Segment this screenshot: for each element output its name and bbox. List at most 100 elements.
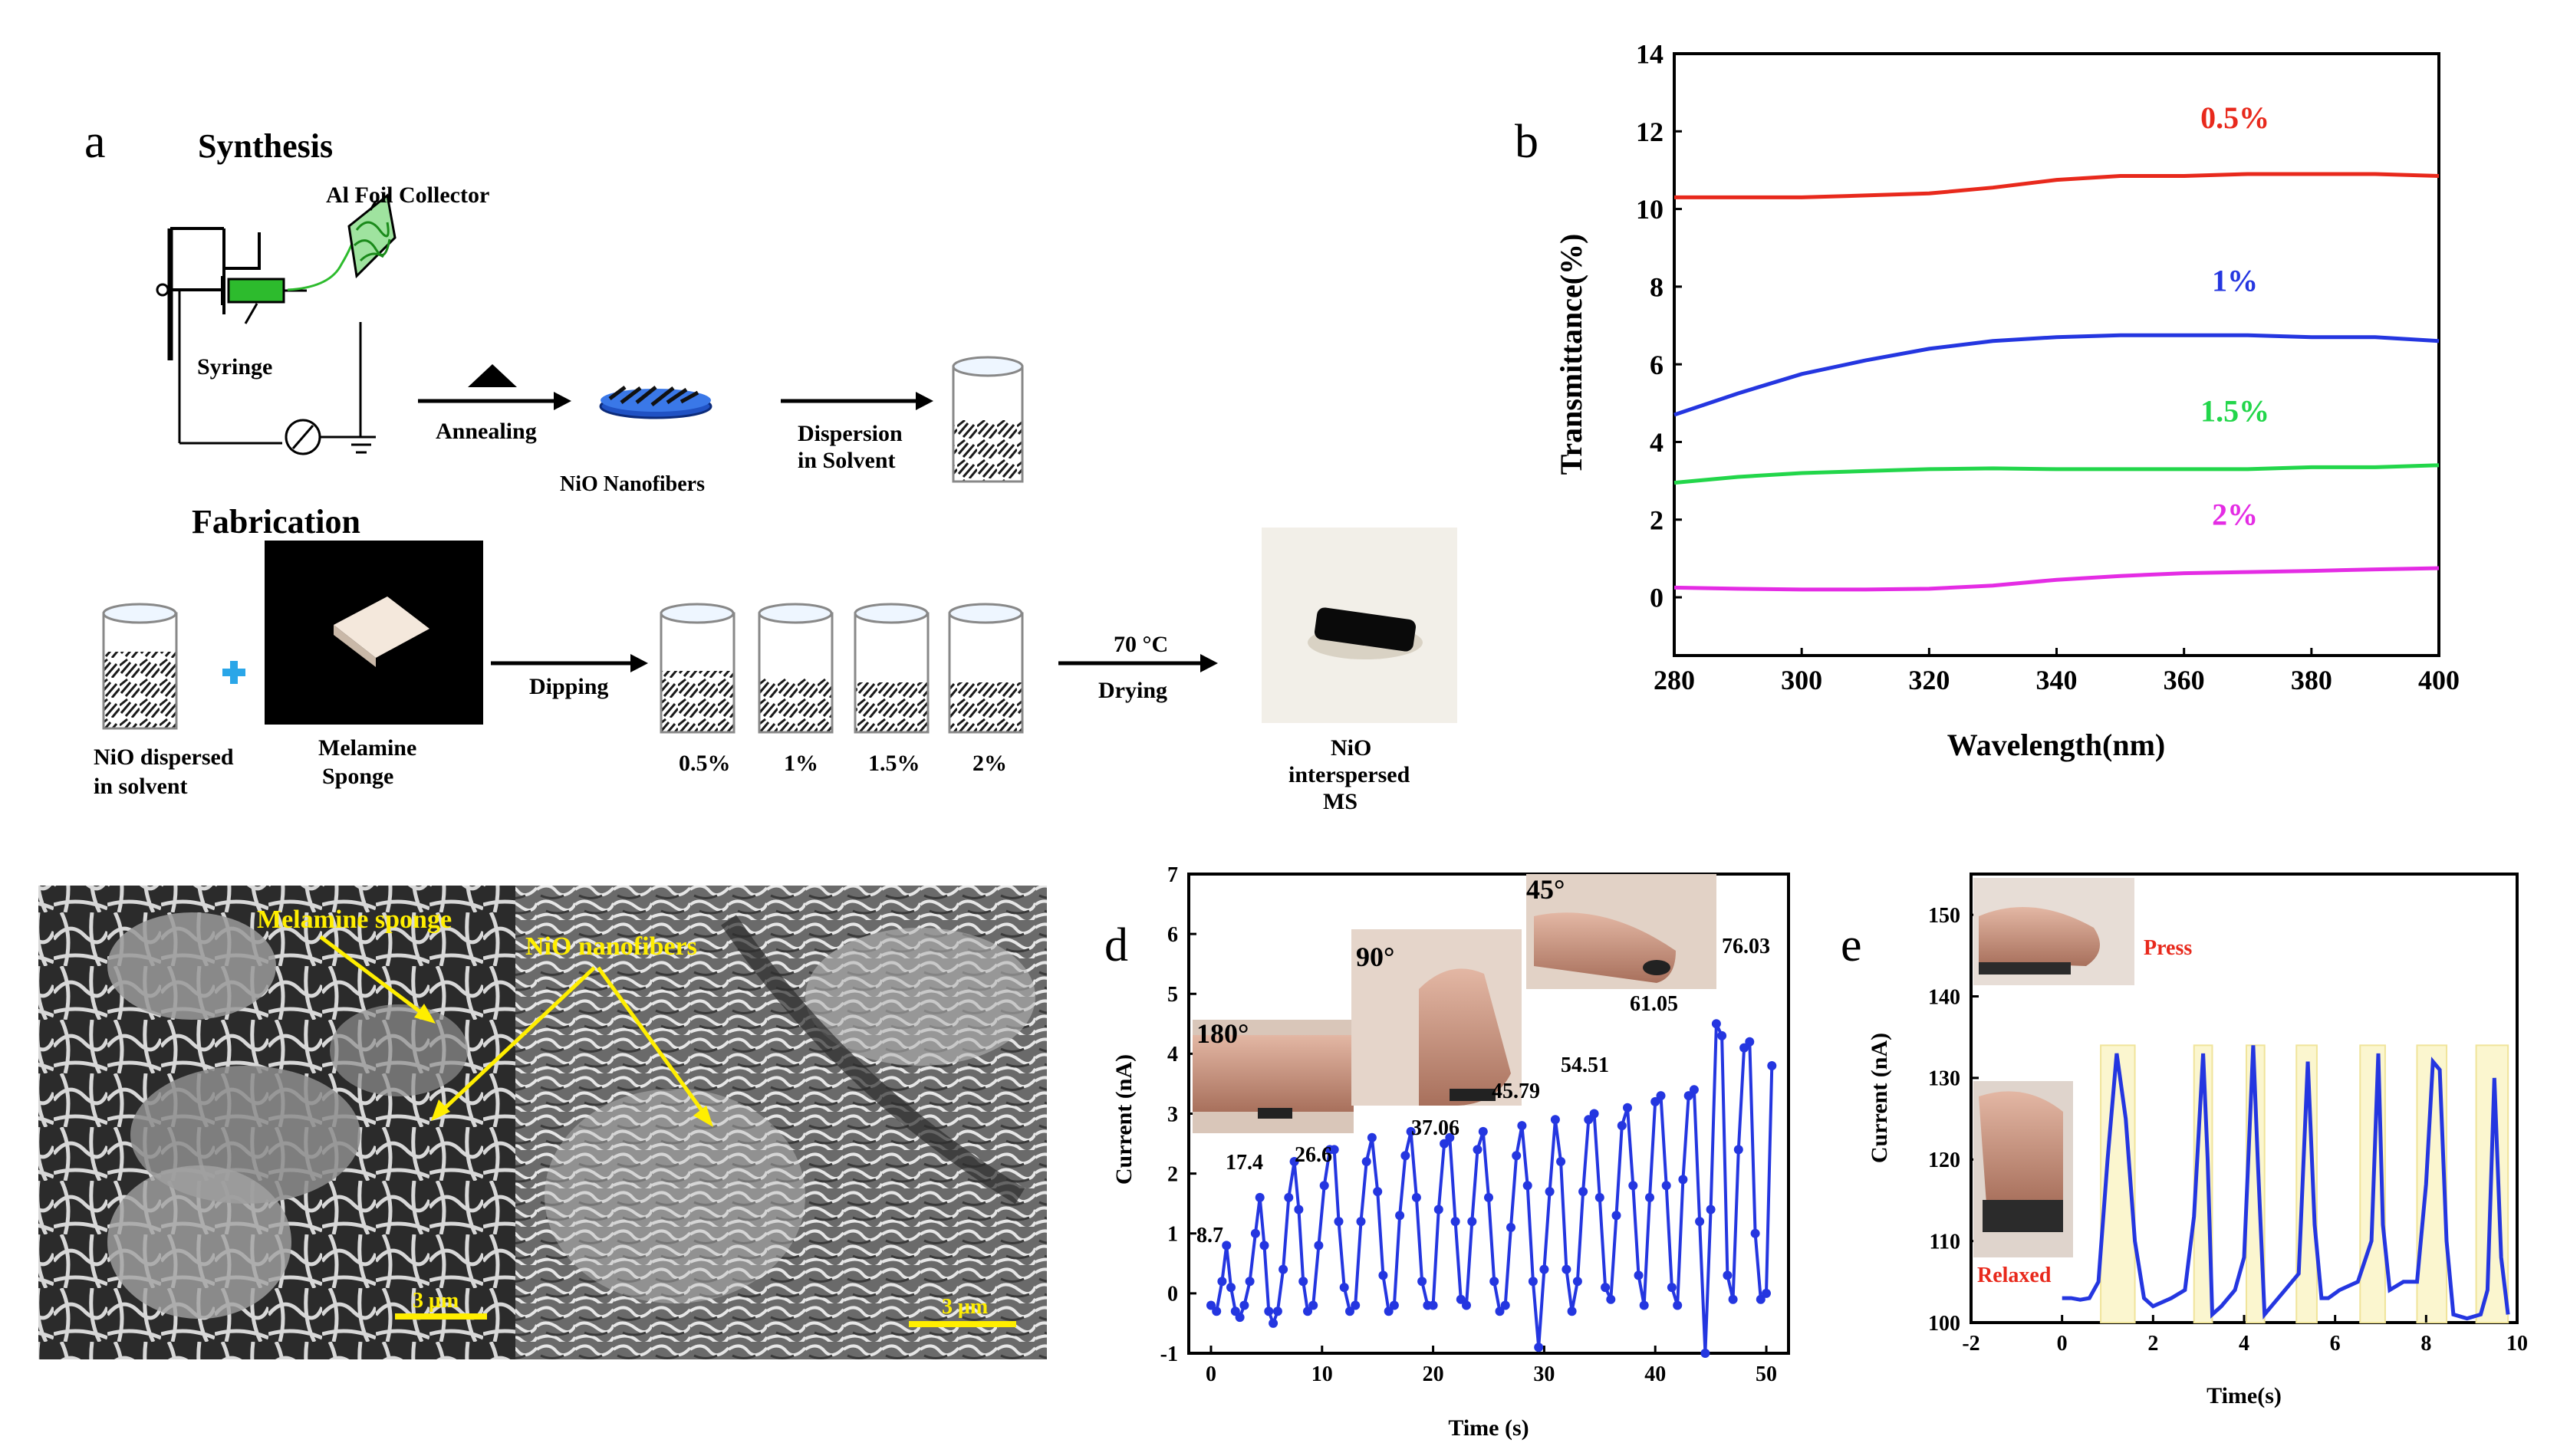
panel-d-point bbox=[1756, 1294, 1766, 1304]
panel-d-point bbox=[1489, 1277, 1499, 1287]
panel-e-xlabel: Time(s) bbox=[2207, 1383, 2282, 1408]
panel-d-point bbox=[1298, 1277, 1308, 1287]
concentration-label: 2% bbox=[972, 751, 1007, 776]
panel-d-point bbox=[1545, 1187, 1555, 1197]
panel-d-x-tick-label: 0 bbox=[1206, 1362, 1216, 1386]
panel-d-point bbox=[1351, 1300, 1361, 1310]
panel-d-point bbox=[1495, 1306, 1505, 1316]
product-label-1: NiO bbox=[1331, 735, 1371, 761]
panel-d-point bbox=[1645, 1192, 1654, 1202]
panel-d-point bbox=[1639, 1300, 1649, 1310]
panel-e: e -2 0 2 4 6 8 10 100 110 120 130 140 150 Press Rela… bbox=[1841, 873, 2528, 1408]
plus-icon bbox=[222, 661, 245, 684]
panel-d-axes: 0 10 20 30 40 50 -1 0 1 2 3 4 5 6 7 bbox=[1160, 863, 1777, 1386]
panel-d-point bbox=[1733, 1145, 1743, 1155]
panel-d-point bbox=[1445, 1132, 1455, 1142]
panel-d-point bbox=[1467, 1217, 1477, 1227]
panel-d-point bbox=[1367, 1132, 1377, 1142]
heat-triangle-icon bbox=[468, 364, 517, 387]
panel-d-point bbox=[1661, 1181, 1671, 1191]
relaxed-label: Relaxed bbox=[1977, 1264, 2052, 1287]
panel-d-point bbox=[1562, 1264, 1571, 1274]
panel-b-ylabel: Transmittance(%) bbox=[1554, 234, 1588, 475]
panel-d-point bbox=[1428, 1300, 1438, 1310]
panel-d-point bbox=[1284, 1192, 1294, 1202]
panel-b-y-tick-label: 0 bbox=[1650, 583, 1664, 613]
panel-b-label: b bbox=[1515, 116, 1538, 168]
panel-b-y-tick-label: 14 bbox=[1636, 39, 1664, 70]
panel-d-point bbox=[1433, 1205, 1443, 1214]
panel-e-ylabel: Current (nA) bbox=[1867, 1033, 1892, 1163]
panel-e-x-tick-label: 10 bbox=[2506, 1332, 2528, 1356]
panel-d-point bbox=[1308, 1300, 1318, 1310]
panel-d-y-tick-label: 6 bbox=[1167, 923, 1178, 947]
panel-d-y-tick-label: 3 bbox=[1167, 1103, 1178, 1126]
panel-b-series-label: 2% bbox=[2212, 498, 2258, 532]
panel-d-point bbox=[1484, 1192, 1493, 1202]
panel-d-x-tick-label: 40 bbox=[1644, 1362, 1666, 1386]
panel-d-point bbox=[1235, 1313, 1245, 1323]
panel-d-point bbox=[1417, 1277, 1427, 1287]
panel-d-point bbox=[1217, 1277, 1227, 1287]
panel-b-y-tick-label: 4 bbox=[1650, 427, 1664, 458]
panel-d-point bbox=[1378, 1270, 1388, 1280]
syringe-icon bbox=[221, 229, 358, 324]
panel-d-point bbox=[1400, 1151, 1410, 1161]
panel-b-y-tick-label: 12 bbox=[1636, 117, 1664, 147]
panel-d-point bbox=[1440, 1139, 1450, 1149]
panel-d-point bbox=[1528, 1277, 1538, 1287]
panel-d-point bbox=[1594, 1192, 1604, 1202]
photo-label-180: 180° bbox=[1196, 1018, 1249, 1049]
panel-d-point bbox=[1700, 1349, 1710, 1358]
panel-e-y-tick-label: 130 bbox=[1928, 1067, 1960, 1091]
panel-d: d 0 10 20 30 40 50 -1 0 1 2 3 4 5 6 7 180° 90° 45° 8.7… bbox=[1104, 863, 1790, 1441]
peak-label: 37.06 bbox=[1411, 1116, 1459, 1140]
panel-b-y-tick-label: 8 bbox=[1650, 271, 1664, 302]
beaker-icon bbox=[102, 603, 178, 730]
panel-d-point bbox=[1539, 1264, 1549, 1274]
panel-d-point bbox=[1512, 1151, 1522, 1161]
panel-b-x-tick-label: 400 bbox=[2418, 665, 2460, 695]
peak-label: 61.05 bbox=[1630, 992, 1678, 1016]
panel-d-x-tick-label: 30 bbox=[1533, 1362, 1555, 1386]
panel-d-point bbox=[1339, 1283, 1349, 1293]
panel-d-point bbox=[1723, 1270, 1733, 1280]
panel-e-x-tick-label: 6 bbox=[2330, 1332, 2341, 1356]
panel-d-point bbox=[1589, 1109, 1599, 1119]
panel-a-label: a bbox=[84, 116, 106, 168]
panel-d-point bbox=[1695, 1217, 1705, 1227]
panel-b-y-tick-label: 2 bbox=[1650, 505, 1664, 535]
annealing-label: Annealing bbox=[436, 419, 537, 444]
panel-d-point bbox=[1750, 1228, 1760, 1238]
panel-d-point bbox=[1406, 1126, 1416, 1136]
panel-b-series-line bbox=[1673, 333, 2440, 417]
panel-e-x-tick-label: 2 bbox=[2147, 1332, 2158, 1356]
panel-d-point bbox=[1384, 1306, 1394, 1316]
dispersion-label-1: Dispersion bbox=[798, 421, 903, 446]
panel-d-y-tick-label: 7 bbox=[1167, 863, 1178, 887]
scale-bar-left-label: 3 μm bbox=[413, 1289, 459, 1313]
panel-d-point bbox=[1572, 1277, 1582, 1287]
panel-e-x-tick-label: 4 bbox=[2239, 1332, 2249, 1356]
panel-d-point bbox=[1356, 1217, 1366, 1227]
panel-d-x-tick-label: 50 bbox=[1756, 1362, 1777, 1386]
panel-b-x-tick-label: 360 bbox=[2164, 665, 2205, 695]
panel-d-point bbox=[1606, 1294, 1616, 1304]
panel-d-point bbox=[1456, 1294, 1466, 1304]
beaker-icon bbox=[758, 603, 834, 734]
panel-b: b 280 300 320 340 360 380 400 0 2 4 6 8 10 12 14 0.5% 1… bbox=[1515, 39, 2460, 762]
panel-d-point bbox=[1717, 1030, 1727, 1040]
photo-label-45: 45° bbox=[1526, 874, 1565, 905]
panel-d-point bbox=[1303, 1306, 1312, 1316]
sponge-photo bbox=[265, 541, 483, 725]
panel-b-plot-frame bbox=[1673, 52, 2440, 657]
panel-d-x-tick-label: 20 bbox=[1423, 1362, 1444, 1386]
panel-d-point bbox=[1739, 1043, 1749, 1053]
panel-d-point bbox=[1345, 1306, 1354, 1316]
syringe-label: Syringe bbox=[197, 354, 272, 380]
panel-d-point bbox=[1278, 1264, 1288, 1274]
collector-icon bbox=[347, 193, 397, 279]
panel-d-y-tick-label: 0 bbox=[1167, 1283, 1178, 1306]
panel-d-point bbox=[1623, 1103, 1632, 1113]
sponge-label-1: Melamine bbox=[318, 735, 416, 761]
